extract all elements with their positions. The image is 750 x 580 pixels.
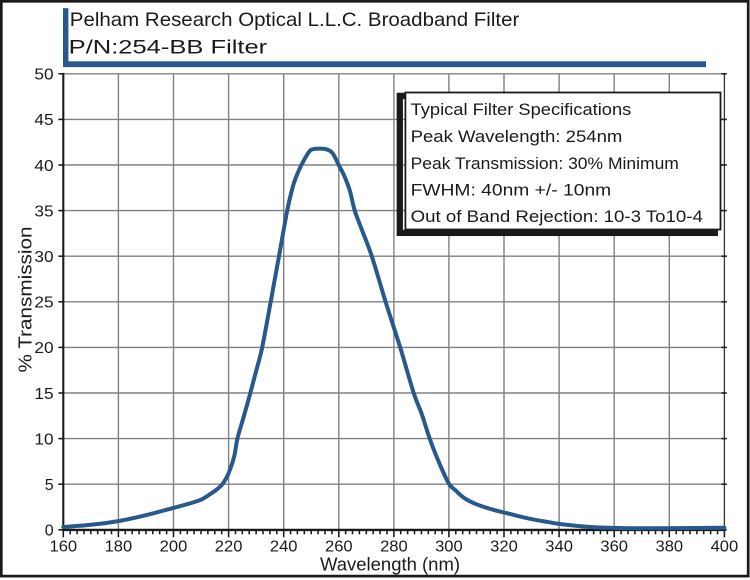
svg-text:10: 10 — [34, 431, 53, 448]
svg-text:360: 360 — [600, 539, 628, 556]
svg-text:P/N:254-BB Filter: P/N:254-BB Filter — [69, 36, 268, 58]
svg-text:Peak Transmission: 30% Minimum: Peak Transmission: 30% Minimum — [411, 154, 679, 173]
svg-text:280: 280 — [380, 539, 408, 556]
svg-text:% Transmission: % Transmission — [16, 227, 36, 373]
svg-text:260: 260 — [325, 539, 353, 556]
svg-text:160: 160 — [50, 539, 78, 556]
svg-text:300: 300 — [435, 539, 463, 556]
svg-text:Wavelength (nm): Wavelength (nm) — [320, 555, 460, 575]
svg-text:FWHM: 40nm +/- 10nm: FWHM: 40nm +/- 10nm — [411, 181, 612, 200]
svg-text:380: 380 — [656, 539, 684, 556]
svg-text:15: 15 — [34, 386, 53, 403]
svg-text:Peak Wavelength: 254nm: Peak Wavelength: 254nm — [411, 127, 623, 146]
svg-text:0: 0 — [45, 523, 54, 540]
svg-text:320: 320 — [490, 539, 518, 556]
svg-text:30: 30 — [34, 249, 53, 266]
svg-text:40: 40 — [34, 158, 53, 175]
svg-text:180: 180 — [105, 539, 133, 556]
svg-text:220: 220 — [215, 539, 243, 556]
svg-text:20: 20 — [34, 340, 53, 357]
svg-text:200: 200 — [160, 539, 188, 556]
svg-text:50: 50 — [34, 67, 53, 84]
svg-text:Pelham Research Optical L.L.C.: Pelham Research Optical L.L.C. Broadband… — [70, 9, 520, 31]
svg-text:25: 25 — [34, 295, 53, 312]
svg-text:5: 5 — [45, 477, 54, 494]
svg-text:Typical Filter Specifications: Typical Filter Specifications — [411, 100, 632, 119]
svg-text:240: 240 — [270, 539, 298, 556]
svg-text:45: 45 — [34, 112, 53, 129]
svg-text:35: 35 — [34, 203, 53, 220]
svg-text:340: 340 — [545, 539, 573, 556]
svg-text:Out of Band Rejection: 10-3 To: Out of Band Rejection: 10-3 To10-4 — [411, 207, 703, 226]
svg-text:400: 400 — [711, 539, 739, 556]
